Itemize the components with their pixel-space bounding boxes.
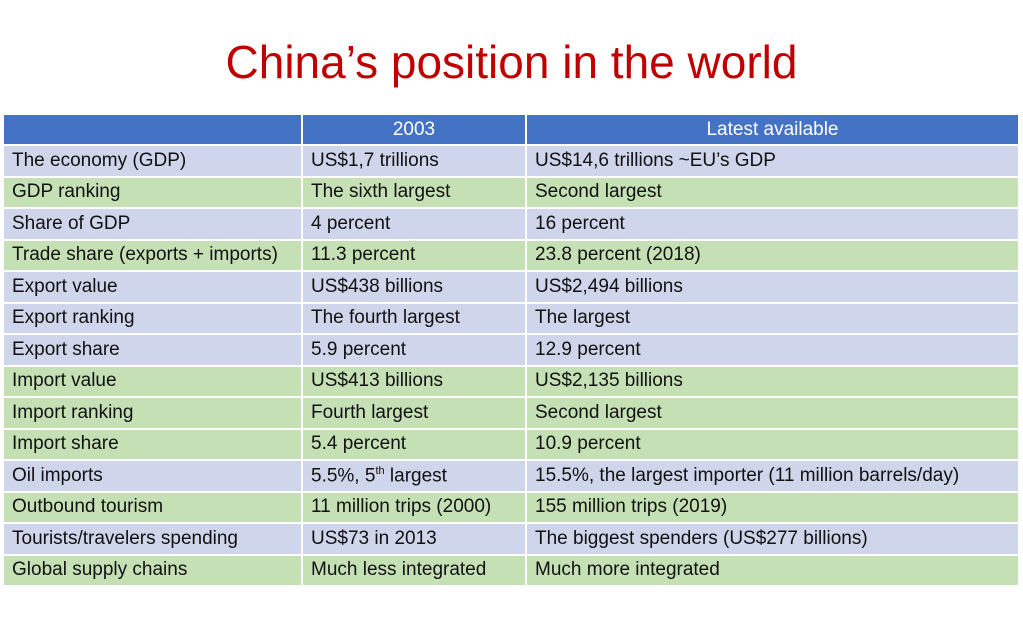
- cell-2003: 4 percent: [301, 207, 527, 241]
- table-row: Export ranking The fourth largest The larg…: [2, 301, 1020, 335]
- slide-title: China’s position in the world: [225, 36, 798, 88]
- row-label: Share of GDP: [2, 207, 303, 241]
- table-row: Outbound tourism 11 million trips (2000) 1…: [2, 490, 1020, 524]
- row-label: Trade share (exports + imports): [2, 238, 303, 272]
- cell-latest: The largest: [525, 301, 1020, 335]
- table-row: Import value US$413 billions US$2,135 bill…: [2, 364, 1020, 398]
- header-cell-empty: [2, 113, 303, 146]
- cell-latest: The biggest spenders (US$277 billions): [525, 522, 1020, 556]
- cell-2003: US$1,7 trillions: [301, 144, 527, 178]
- row-label: Global supply chains: [2, 553, 303, 587]
- cell-2003: 5.9 percent: [301, 333, 527, 367]
- table-row: GDP ranking The sixth largest Second large…: [2, 175, 1020, 209]
- row-label: Oil imports: [2, 459, 303, 493]
- cell-latest: Much more integrated: [525, 553, 1020, 587]
- header-cell-latest: Latest available: [525, 113, 1020, 146]
- cell-2003: 11.3 percent: [301, 238, 527, 272]
- row-label: The economy (GDP): [2, 144, 303, 178]
- cell-2003: 5.5%, 5th largest: [301, 459, 527, 493]
- cell-2003: The sixth largest: [301, 175, 527, 209]
- cell-latest: Second largest: [525, 175, 1020, 209]
- cell-2003: US$413 billions: [301, 364, 527, 398]
- table-row: Trade share (exports + imports) 11.3 perc…: [2, 238, 1020, 272]
- row-label: Export share: [2, 333, 303, 367]
- cell-2003: 11 million trips (2000): [301, 490, 527, 524]
- cell-latest: 10.9 percent: [525, 427, 1020, 461]
- cell-latest: 23.8 percent (2018): [525, 238, 1020, 272]
- row-label: Outbound tourism: [2, 490, 303, 524]
- table-row: Import ranking Fourth largest Second large…: [2, 396, 1020, 430]
- cell-2003: US$438 billions: [301, 270, 527, 304]
- table-row: Global supply chains Much less integrated…: [2, 553, 1020, 587]
- table-header-row: 2003 Latest available: [2, 113, 1020, 146]
- row-label: Import ranking: [2, 396, 303, 430]
- cell-2003: 5.4 percent: [301, 427, 527, 461]
- cell-2003: Fourth largest: [301, 396, 527, 430]
- table-row: The economy (GDP) US$1,7 trillions US$14,6…: [2, 144, 1020, 178]
- cell-latest: 15.5%, the largest importer (11 million …: [525, 459, 1020, 493]
- table-row: Import share 5.4 percent 10.9 percent: [2, 427, 1020, 461]
- row-label: Tourists/travelers spending: [2, 522, 303, 556]
- cell-latest: US$2,494 billions: [525, 270, 1020, 304]
- table-row: Oil imports 5.5%, 5th largest 15.5%, the l…: [2, 459, 1020, 493]
- cell-2003: US$73 in 2013: [301, 522, 527, 556]
- cell-latest: 12.9 percent: [525, 333, 1020, 367]
- row-label: GDP ranking: [2, 175, 303, 209]
- superscript: th: [375, 464, 385, 477]
- table-row: Share of GDP 4 percent 16 percent: [2, 207, 1020, 241]
- cell-latest: 155 million trips (2019): [525, 490, 1020, 524]
- header-cell-2003: 2003: [301, 113, 527, 146]
- table-row: Export value US$438 billions US$2,494 bill…: [2, 270, 1020, 304]
- row-label: Import value: [2, 364, 303, 398]
- table-row: Export share 5.9 percent 12.9 percent: [2, 333, 1020, 367]
- cell-latest: 16 percent: [525, 207, 1020, 241]
- cell-latest: US$2,135 billions: [525, 364, 1020, 398]
- cell-2003: The fourth largest: [301, 301, 527, 335]
- comparison-table: 2003 Latest available The economy (GDP) U…: [2, 113, 1020, 587]
- cell-latest: Second largest: [525, 396, 1020, 430]
- row-label: Export ranking: [2, 301, 303, 335]
- cell-latest: US$14,6 trillions ~EU’s GDP: [525, 144, 1020, 178]
- row-label: Import share: [2, 427, 303, 461]
- row-label: Export value: [2, 270, 303, 304]
- table-row: Tourists/travelers spending US$73 in 2013…: [2, 522, 1020, 556]
- cell-2003: Much less integrated: [301, 553, 527, 587]
